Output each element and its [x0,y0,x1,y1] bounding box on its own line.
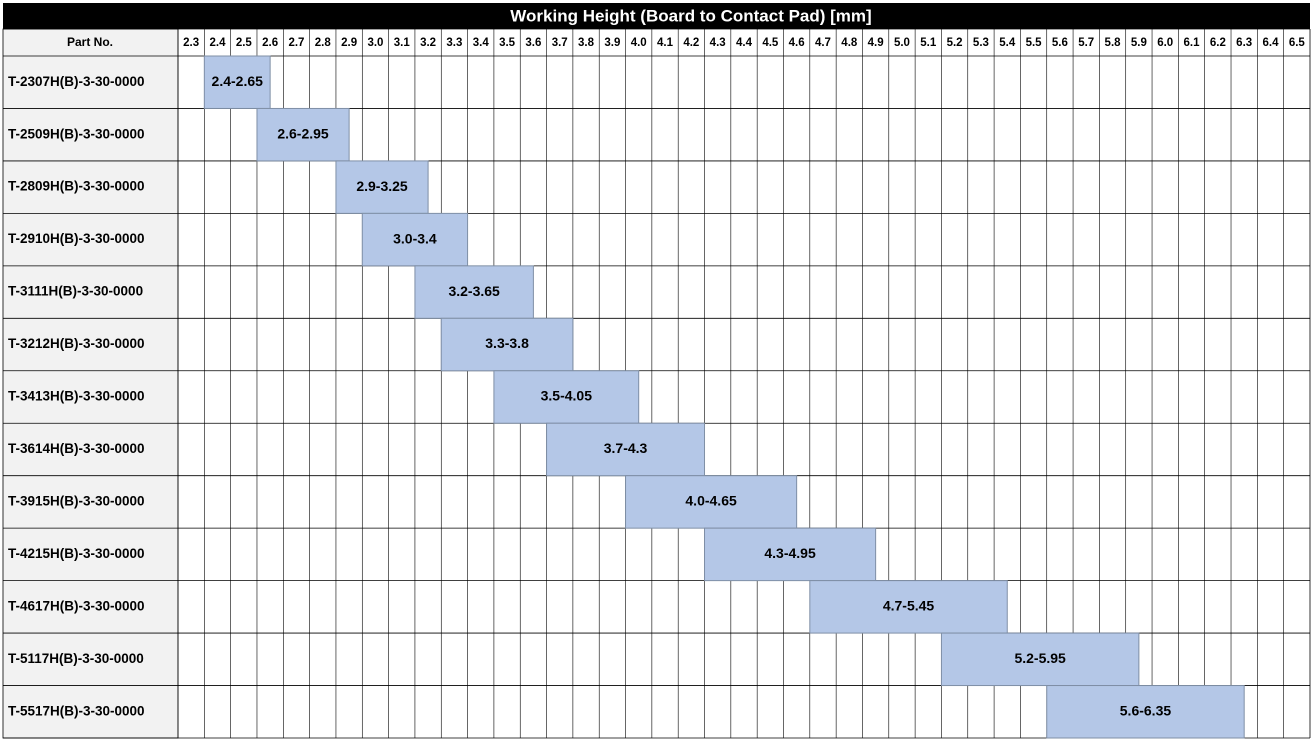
x-tick-label: 4.6 [789,37,805,49]
x-tick-label: 6.1 [1184,37,1201,49]
part-number: T-3915H(B)-3-30-0000 [8,493,145,508]
x-tick-label: 2.6 [262,37,278,49]
part-number: T-2910H(B)-3-30-0000 [8,231,145,246]
x-tick-label: 5.9 [1131,37,1147,49]
x-tick-label: 3.8 [578,37,595,49]
range-bar [940,632,1140,687]
x-tick-label: 4.3 [710,37,726,49]
x-tick-label: 2.4 [209,37,226,49]
part-number: T-4617H(B)-3-30-0000 [8,598,145,613]
x-tick-label: 3.7 [552,37,568,49]
bar-label: 3.2-3.65 [448,283,500,299]
x-tick-label: 3.0 [367,37,383,49]
range-bar [809,580,1008,634]
x-tick-label: 3.9 [604,37,620,49]
chart-title: Working Height (Board to Contact Pad) [m… [510,6,871,25]
range-bar [440,317,574,372]
part-number: T-3413H(B)-3-30-0000 [8,389,145,404]
x-tick-label: 4.0 [631,37,647,49]
x-tick-label: 3.2 [420,37,436,49]
range-bar [493,370,640,424]
bar-label: 3.0-3.4 [393,230,437,246]
range-bar [546,422,706,477]
bar-label: 2.6-2.95 [277,125,329,141]
part-number: T-3111H(B)-3-30-0000 [8,284,143,299]
part-number: T-5517H(B)-3-30-0000 [8,703,145,718]
bar-label: 2.9-3.25 [356,178,408,194]
range-bar [704,527,877,582]
bar-label: 4.7-5.45 [883,598,935,614]
x-tick-label: 6.4 [1263,37,1280,49]
range-bar [256,107,350,162]
range-bar [203,55,271,109]
x-tick-label: 5.4 [999,37,1016,49]
bar-label: 2.4-2.65 [212,73,264,89]
x-tick-label: 5.8 [1105,37,1122,49]
title-bar [3,3,1310,29]
x-tick-label: 6.5 [1289,37,1306,49]
x-tick-label: 5.1 [920,37,937,49]
range-bar [625,475,798,529]
part-column [2,28,179,739]
x-tick-label: 6.2 [1210,37,1226,49]
x-tick-label: 2.8 [315,37,332,49]
bar-label: 4.0-4.65 [685,493,737,509]
bar-label: 5.2-5.95 [1014,650,1066,666]
part-number: T-3212H(B)-3-30-0000 [8,336,145,351]
bar-label: 5.6-6.35 [1120,702,1172,718]
x-tick-label: 4.7 [815,37,831,49]
part-number: T-4215H(B)-3-30-0000 [8,546,145,561]
part-number: T-2509H(B)-3-30-0000 [8,126,145,141]
x-tick-label: 5.0 [894,37,910,49]
x-tick-label: 2.5 [236,37,253,49]
x-tick-label: 4.5 [762,37,779,49]
x-tick-label: 3.4 [473,37,490,49]
x-tick-label: 4.4 [736,37,753,49]
x-tick-label: 2.9 [341,37,357,49]
x-tick-label: 6.0 [1157,37,1173,49]
x-tick-label: 5.2 [947,37,963,49]
x-tick-label: 3.6 [525,37,541,49]
bar-label: 3.3-3.8 [485,335,529,351]
x-tick-label: 4.2 [683,37,699,49]
bar-label: 3.7-4.3 [604,440,648,456]
x-tick-label: 2.7 [288,37,304,49]
x-tick-label: 2.3 [183,37,199,49]
x-tick-label: 4.9 [868,37,884,49]
range-bar [335,160,429,214]
part-number: T-3614H(B)-3-30-0000 [8,441,145,456]
part-number: T-5117H(B)-3-30-0000 [8,651,144,666]
part-number: T-2809H(B)-3-30-0000 [8,179,145,194]
x-tick-label: 4.8 [841,37,858,49]
x-tick-label: 3.1 [394,37,411,49]
x-tick-label: 3.3 [446,37,462,49]
x-tick-label: 5.5 [1026,37,1043,49]
part-number: T-2307H(B)-3-30-0000 [8,74,145,89]
x-tick-label: 5.6 [1052,37,1068,49]
bar-label: 3.5-4.05 [541,388,593,404]
x-tick-label: 5.3 [973,37,989,49]
x-tick-label: 3.5 [499,37,516,49]
column-header: Part No. [67,35,113,49]
x-tick-label: 5.7 [1078,37,1094,49]
bar-label: 4.3-4.95 [764,545,816,561]
range-bar [414,265,534,319]
x-tick-label: 6.3 [1236,37,1252,49]
x-tick-label: 4.1 [657,37,674,49]
range-bar [1046,685,1245,739]
